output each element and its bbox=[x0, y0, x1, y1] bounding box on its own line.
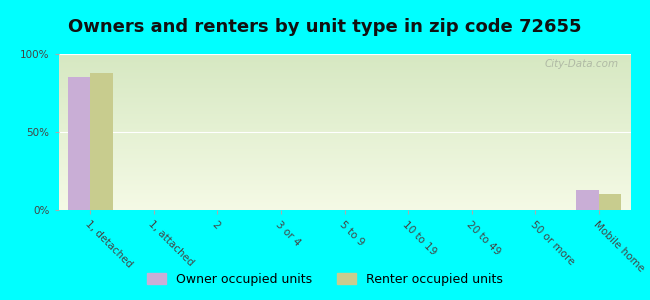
Text: City-Data.com: City-Data.com bbox=[545, 59, 619, 69]
Bar bbox=[68, 77, 90, 210]
Bar bbox=[90, 73, 112, 210]
Legend: Owner occupied units, Renter occupied units: Owner occupied units, Renter occupied un… bbox=[142, 268, 508, 291]
Text: Owners and renters by unit type in zip code 72655: Owners and renters by unit type in zip c… bbox=[68, 18, 582, 36]
Bar bbox=[599, 194, 621, 210]
Bar bbox=[577, 190, 599, 210]
